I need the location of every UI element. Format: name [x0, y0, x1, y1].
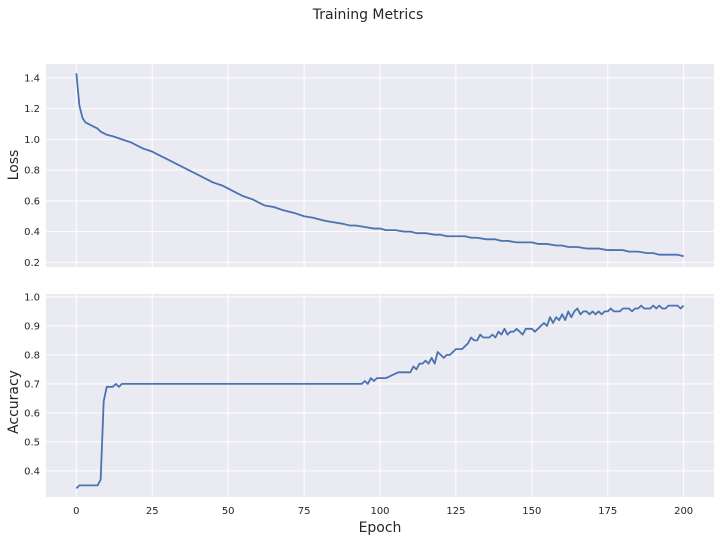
accuracy-x-tick-label: 175: [598, 506, 617, 517]
accuracy-y-tick-label: 0.9: [24, 321, 40, 332]
accuracy-y-axis-label: Accuracy: [6, 370, 22, 434]
chart-title: Training Metrics: [312, 7, 424, 23]
loss-y-tick-label: 1.4: [24, 73, 40, 84]
loss-y-tick-label: 1.2: [24, 104, 40, 115]
accuracy-x-tick-label: 75: [298, 506, 311, 517]
accuracy-y-tick-label: 1.0: [24, 292, 40, 303]
accuracy-x-tick-label: 150: [522, 506, 541, 517]
loss-y-tick-label: 0.4: [24, 227, 40, 238]
accuracy-x-tick-label: 0: [73, 506, 79, 517]
loss-subplot: 0.2 0.4 0.6 0.8 1.0 1.2 1.4 Loss: [6, 64, 714, 269]
accuracy-y-tick-label: 0.7: [24, 379, 40, 390]
accuracy-series-line: [75, 304, 685, 489]
accuracy-subplot: 0.4 0.5 0.6 0.7 0.8 0.9 1.0 0 25 50 75 100 125 150 175…: [6, 292, 714, 536]
accuracy-x-tick-label: 25: [146, 506, 159, 517]
loss-y-tick-label: 0.8: [24, 166, 40, 177]
loss-y-tick-label: 1.0: [24, 135, 40, 146]
x-axis-label: Epoch: [359, 520, 402, 536]
accuracy-y-tick-label: 0.4: [24, 466, 40, 477]
loss-series-line: [75, 73, 684, 258]
accuracy-x-tick-label: 125: [446, 506, 465, 517]
accuracy-y-tick-label: 0.6: [24, 408, 40, 419]
accuracy-x-tick-label: 100: [370, 506, 389, 517]
accuracy-x-tick-label: 200: [674, 506, 693, 517]
accuracy-y-tick-label: 0.8: [24, 350, 40, 361]
accuracy-x-tick-label: 50: [222, 506, 235, 517]
loss-y-axis-label: Loss: [6, 150, 22, 181]
loss-y-tick-label: 0.2: [24, 258, 40, 269]
accuracy-y-tick-label: 0.5: [24, 437, 40, 448]
loss-y-tick-label: 0.6: [24, 196, 40, 207]
